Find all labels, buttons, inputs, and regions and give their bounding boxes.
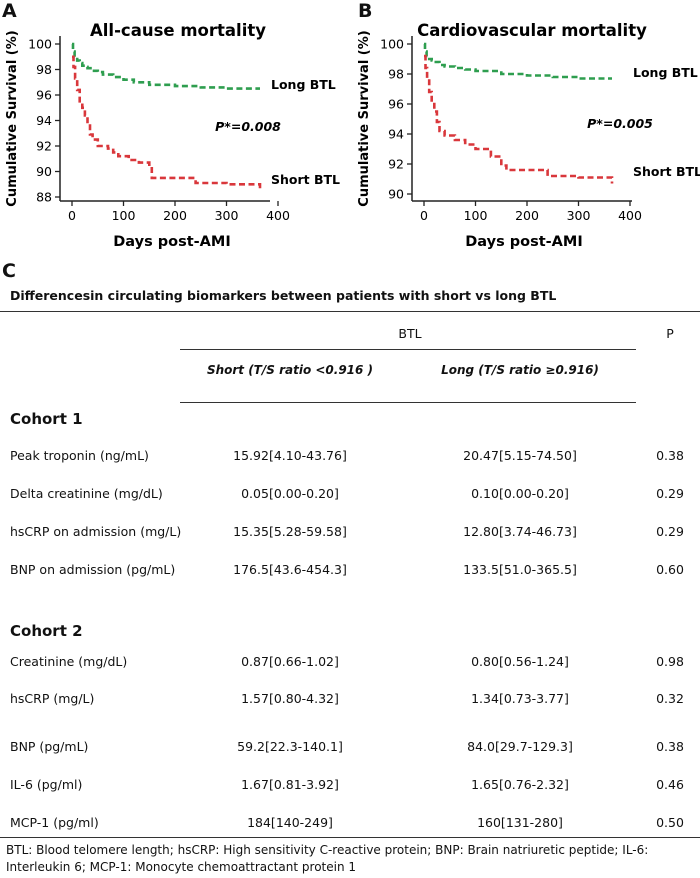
cohort-2-title: Cohort 2 (10, 622, 83, 640)
row-label: IL-6 (pg/ml) (10, 777, 83, 792)
x-tick-label: 100 (464, 208, 488, 223)
p-value-annotation: P*=0.008 (215, 119, 281, 134)
cell-long: 0.10[0.00-0.20] (471, 486, 569, 501)
y-tick-label: 98 (36, 62, 52, 77)
x-tick-label: 200 (515, 208, 539, 223)
y-tick-label: 90 (388, 187, 404, 202)
series-line-long-btl (71, 42, 260, 90)
cell-p: 0.32 (656, 691, 684, 706)
header-btl: BTL (398, 326, 422, 341)
cell-p: 0.50 (656, 815, 684, 830)
y-tick-label: 100 (28, 37, 52, 52)
x-axis-label: Days post-AMI (465, 234, 582, 250)
cell-short: 0.87[0.66-1.02] (241, 654, 339, 669)
x-tick-label: 0 (68, 208, 76, 223)
x-tick-label: 100 (112, 208, 136, 223)
header-p: P (666, 326, 674, 341)
survival-chart-cardiovascular: Cardiovascular mortality Cumulative Survi… (352, 0, 700, 259)
cell-p: 0.29 (656, 524, 684, 539)
row-label: Peak troponin (ng/mL) (10, 448, 149, 463)
y-tick-label: 94 (36, 113, 52, 128)
y-tick-label: 96 (36, 88, 52, 103)
p-value-annotation: P*=0.005 (587, 116, 653, 131)
series-label-long-btl: Long BTL (633, 65, 698, 80)
cell-long: 1.65[0.76-2.32] (471, 777, 569, 792)
cell-long: 84.0[29.7-129.3] (467, 739, 573, 754)
cell-p: 0.29 (656, 486, 684, 501)
series-label-short-btl: Short BTL (271, 172, 340, 187)
cell-p: 0.38 (656, 739, 684, 754)
x-tick-label: 300 (567, 208, 591, 223)
x-axis-label: Days post-AMI (113, 234, 230, 250)
table-footnote: BTL: Blood telomere length; hsCRP: High … (6, 843, 649, 874)
cell-long: 12.80[3.74-46.73] (463, 524, 577, 539)
cell-p: 0.46 (656, 777, 684, 792)
survival-chart-all-cause-svg: All-cause mortality Cumulative Survival (… (5, 21, 340, 250)
cell-short: 184[140-249] (247, 815, 333, 830)
panel-letter-b: B (358, 0, 373, 22)
y-axis-label: Cumulative Survival (%) (357, 30, 372, 206)
cell-p: 0.98 (656, 654, 684, 669)
y-tick-label: 96 (388, 97, 404, 112)
series-line-short-btl (424, 54, 614, 184)
cell-long: 160[131-280] (477, 815, 563, 830)
cell-short: 15.92[4.10-43.76] (233, 448, 347, 463)
y-tick-label: 94 (388, 127, 404, 142)
x-tick-label: 0 (420, 208, 428, 223)
series-label-long-btl: Long BTL (271, 77, 336, 92)
cell-short: 59.2[22.3-140.1] (237, 739, 343, 754)
row-label: BNP on admission (pg/mL) (10, 562, 176, 577)
x-tick-label: 400 (266, 208, 290, 223)
row-label: hsCRP on admission (mg/L) (10, 524, 182, 539)
panel-letter-a: A (2, 0, 17, 22)
survival-chart-all-cause: All-cause mortality Cumulative Survival (… (0, 0, 345, 259)
chart-title: All-cause mortality (90, 21, 266, 40)
row-label: MCP-1 (pg/ml) (10, 815, 99, 830)
row-label: Creatinine (mg/dL) (10, 654, 128, 669)
cell-short: 0.05[0.00-0.20] (241, 486, 339, 501)
header-long: Long (T/S ratio ≥0.916) (441, 363, 599, 377)
cell-short: 1.67[0.81-3.92] (241, 777, 339, 792)
survival-chart-cardiovascular-svg: Cardiovascular mortality Cumulative Survi… (357, 21, 700, 250)
row-label: hsCRP (mg/L) (10, 691, 95, 706)
row-label: BNP (pg/mL) (10, 739, 89, 754)
y-tick-label: 98 (388, 67, 404, 82)
row-label: Delta creatinine (mg/dL) (10, 486, 163, 501)
y-tick-label: 88 (36, 190, 52, 205)
y-tick-label: 92 (36, 139, 52, 154)
cell-long: 133.5[51.0-365.5] (463, 562, 577, 577)
x-tick-label: 200 (163, 208, 187, 223)
x-tick-label: 400 (618, 208, 642, 223)
table-caption: Differencesin circulating biomarkers bet… (10, 288, 557, 303)
cohort-1-title: Cohort 1 (10, 410, 83, 428)
y-tick-label: 90 (36, 164, 52, 179)
cell-short: 15.35[5.28-59.58] (233, 524, 347, 539)
y-axis-label: Cumulative Survival (%) (5, 30, 20, 206)
header-short: Short (T/S ratio <0.916 ) (206, 363, 374, 377)
y-tick-label: 92 (388, 157, 404, 172)
series-line-long-btl (423, 42, 612, 80)
subheader-rule (180, 402, 636, 403)
cell-short: 176.5[43.6-454.3] (233, 562, 347, 577)
x-tick-label: 300 (215, 208, 239, 223)
table-bottom-rule (0, 837, 700, 838)
cell-p: 0.60 (656, 562, 684, 577)
cell-long: 1.34[0.73-3.77] (471, 691, 569, 706)
chart-title: Cardiovascular mortality (417, 21, 647, 40)
series-label-short-btl: Short BTL (633, 164, 700, 179)
series-line-short-btl (72, 55, 262, 190)
cell-long: 20.47[5.15-74.50] (463, 448, 577, 463)
cell-long: 0.80[0.56-1.24] (471, 654, 569, 669)
y-tick-label: 100 (380, 37, 404, 52)
cell-p: 0.38 (656, 448, 684, 463)
btl-header-rule (180, 349, 636, 350)
panel-letter-c: C (2, 260, 16, 282)
cell-short: 1.57[0.80-4.32] (241, 691, 339, 706)
table-top-rule (0, 311, 700, 312)
